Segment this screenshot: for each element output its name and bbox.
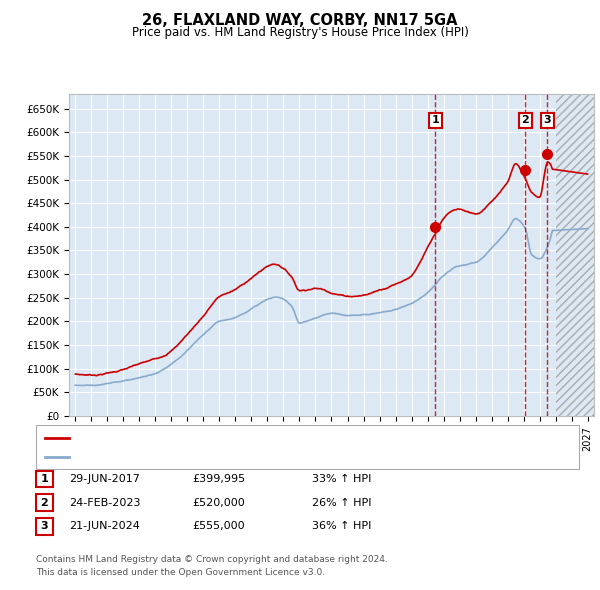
- Text: £399,995: £399,995: [192, 474, 245, 484]
- Text: 29-JUN-2017: 29-JUN-2017: [69, 474, 140, 484]
- Text: 33% ↑ HPI: 33% ↑ HPI: [312, 474, 371, 484]
- Text: £520,000: £520,000: [192, 498, 245, 507]
- Text: 24-FEB-2023: 24-FEB-2023: [69, 498, 140, 507]
- Text: Contains HM Land Registry data © Crown copyright and database right 2024.: Contains HM Land Registry data © Crown c…: [36, 555, 388, 564]
- Text: 1: 1: [41, 474, 48, 484]
- Text: 3: 3: [41, 522, 48, 531]
- Text: £555,000: £555,000: [192, 522, 245, 531]
- Text: 26, FLAXLAND WAY, CORBY, NN17 5GA (detached house): 26, FLAXLAND WAY, CORBY, NN17 5GA (detac…: [75, 433, 373, 443]
- Text: This data is licensed under the Open Government Licence v3.0.: This data is licensed under the Open Gov…: [36, 568, 325, 577]
- Bar: [556, 94, 594, 416]
- Text: 1: 1: [431, 116, 439, 126]
- Text: Price paid vs. HM Land Registry's House Price Index (HPI): Price paid vs. HM Land Registry's House …: [131, 26, 469, 39]
- Text: 26% ↑ HPI: 26% ↑ HPI: [312, 498, 371, 507]
- Text: HPI: Average price, detached house, North Northamptonshire: HPI: Average price, detached house, Nort…: [75, 452, 395, 461]
- Text: 2: 2: [41, 498, 48, 507]
- Text: 26, FLAXLAND WAY, CORBY, NN17 5GA: 26, FLAXLAND WAY, CORBY, NN17 5GA: [142, 13, 458, 28]
- Text: 36% ↑ HPI: 36% ↑ HPI: [312, 522, 371, 531]
- Text: 3: 3: [543, 116, 551, 126]
- Text: 21-JUN-2024: 21-JUN-2024: [69, 522, 140, 531]
- Text: 2: 2: [521, 116, 529, 126]
